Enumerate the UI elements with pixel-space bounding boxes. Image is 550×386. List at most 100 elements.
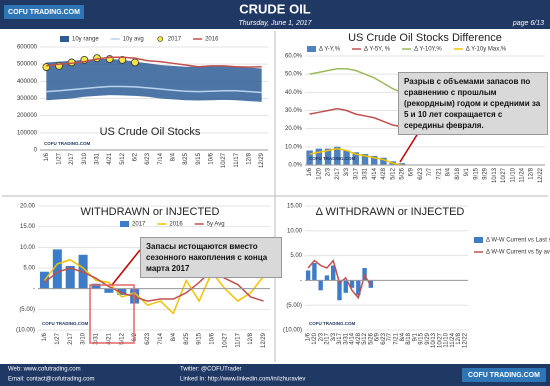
legend-label: Δ Y-10y Max,% — [466, 47, 507, 53]
watermark: COFU TRADING.COM — [309, 156, 355, 161]
legend-swatch — [307, 46, 316, 52]
bar — [356, 280, 361, 296]
y-tick-label: 20.00 — [20, 204, 36, 210]
y-tick-label: 40.0% — [285, 90, 303, 96]
legend-swatch — [157, 36, 164, 42]
x-tick-label: 8/4 — [400, 332, 406, 341]
x-tick-label: 4/14 — [372, 167, 378, 179]
x-tick-label: 12/8 — [248, 332, 254, 344]
footer-linkedin: Linked In: http://www.linkedin.com/in/iz… — [180, 377, 305, 383]
x-tick-label: 1/20 — [316, 167, 322, 179]
x-tick-label: 1/6 — [44, 152, 50, 161]
x-tick-label: 6/2 — [132, 332, 138, 341]
y-tick-label: 300000 — [17, 96, 38, 102]
x-tick-label: 4/14 — [350, 332, 356, 344]
x-tick-label: 10/6 — [210, 332, 216, 344]
x-tick-label: 6/23 — [381, 332, 387, 344]
x-tick-label: 11/24 — [520, 167, 526, 182]
line — [309, 147, 403, 166]
x-tick-label: 3/31 — [94, 332, 100, 344]
x-tick-label: 12/22 — [462, 332, 468, 348]
x-tick-label: 11/17 — [235, 332, 241, 347]
header-title: CRUDE OIL — [239, 1, 311, 16]
x-tick-label: 2/17 — [335, 167, 341, 179]
x-tick-label: 1/27 — [55, 332, 61, 344]
y-tick-label: 50.0% — [285, 72, 303, 78]
x-tick-label: 7/14 — [158, 152, 164, 164]
footer-logo-box — [462, 368, 546, 382]
x-tick-label: 7/21 — [393, 332, 399, 344]
y-tick-label: (5.00) — [19, 307, 35, 313]
x-tick-label: 12/22 — [538, 167, 544, 183]
x-tick-label: 3/17 — [353, 167, 359, 179]
annotation-arrow — [399, 129, 421, 163]
y-tick-label: - — [300, 278, 302, 284]
line — [46, 56, 262, 68]
bar — [312, 263, 317, 281]
x-tick-label: 3/31 — [95, 152, 101, 164]
legend-label: Δ Y-Y,% — [319, 47, 341, 53]
x-tick-label: 8/25 — [183, 152, 189, 164]
dot — [42, 63, 51, 71]
x-tick-label: 2/17 — [69, 152, 75, 164]
y-tick-label: 500000 — [17, 62, 38, 68]
x-tick-label: 9/15 — [473, 167, 479, 179]
watermark: COFU TRADING.COM — [309, 321, 355, 326]
x-tick-label: 4/28 — [381, 167, 387, 179]
highlight-box — [89, 284, 135, 344]
y-tick-label: 10.00 — [20, 245, 36, 251]
dot — [131, 58, 139, 67]
x-tick-label: 2/17 — [68, 332, 74, 344]
x-tick-label: 11/17 — [234, 152, 240, 167]
y-tick-label: 0 — [34, 148, 38, 154]
legend-swatch — [120, 221, 129, 227]
y-tick-label: 20.0% — [285, 126, 303, 132]
y-tick-label: 0.0% — [288, 163, 302, 169]
x-tick-label: 8/25 — [184, 332, 190, 344]
x-tick-label: 5/12 — [390, 167, 396, 179]
legend-label: 2016 — [205, 37, 219, 43]
line — [309, 107, 403, 128]
bar — [398, 163, 406, 165]
footer-web: Web: www.cofutrading.com — [8, 367, 81, 373]
x-tick-label: 1/6 — [306, 332, 312, 341]
annotation: Запасы истощаются вместо сезонного накоп… — [140, 237, 282, 278]
x-tick-label: 8/18 — [406, 332, 412, 344]
legend-label: Δ Y-10Y,% — [414, 47, 442, 53]
x-tick-label: 5/26 — [400, 167, 406, 179]
y-tick-label: 60.0% — [285, 54, 303, 60]
bar — [343, 150, 350, 165]
x-tick-label: 6/23 — [145, 152, 151, 164]
x-tick-label: 10/13 — [492, 167, 498, 183]
watermark: COFU TRADING.COM — [42, 321, 88, 326]
x-tick-label: 12/8 — [456, 332, 462, 344]
bar — [324, 148, 332, 165]
x-tick-label: 1/6 — [42, 332, 48, 341]
x-tick-label: 10/6 — [209, 152, 215, 164]
header-page: page 6/13 — [512, 20, 544, 27]
chart-title: WITHDRAWN or INJECTED — [81, 206, 220, 218]
x-tick-label: 11/10 — [444, 332, 450, 347]
y-tick-label: 15.00 — [20, 224, 36, 230]
bar — [305, 270, 311, 281]
y-tick-label: 5.00 — [23, 266, 35, 272]
y-tick-label: 10.00 — [287, 228, 303, 234]
footer-logo: COFU TRADING.COM — [468, 372, 540, 379]
header-logo: COFU TRADING.COM — [8, 9, 80, 16]
x-tick-label: 1/6 — [307, 167, 313, 176]
x-tick-label: 3/31 — [343, 332, 349, 344]
x-tick-label: 3/31 — [363, 167, 369, 179]
line — [43, 267, 264, 302]
header-logo-box — [4, 5, 84, 19]
x-tick-label: 3/10 — [82, 152, 88, 164]
line — [307, 258, 372, 300]
bar — [361, 154, 369, 165]
y-tick-label: 5.00 — [290, 253, 302, 259]
bar — [52, 249, 62, 289]
footer-email: Email: contact@cofutrading.com — [8, 377, 94, 383]
bar — [318, 280, 323, 291]
x-tick-label: 12/8 — [529, 167, 535, 179]
y-tick-label: 400000 — [17, 79, 38, 85]
x-tick-label: 3/10 — [81, 332, 87, 344]
